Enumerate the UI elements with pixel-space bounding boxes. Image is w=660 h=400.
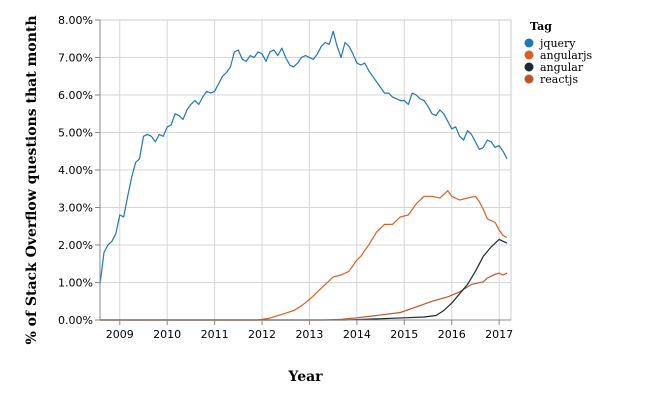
x-tick-label: 2014 bbox=[343, 328, 371, 341]
legend-label-reactjs: reactjs bbox=[540, 73, 578, 86]
x-tick-label: 2011 bbox=[201, 328, 229, 341]
legend-swatch-jquery bbox=[524, 38, 534, 48]
y-tick-label: 7.00% bbox=[58, 52, 93, 65]
x-tick-label: 2009 bbox=[106, 328, 134, 341]
y-axis-title: % of Stack Overflow questions that month bbox=[24, 15, 40, 344]
series-line-angularjs bbox=[100, 190, 508, 321]
x-tick-label: 2015 bbox=[390, 328, 418, 341]
legend-label-angular: angular bbox=[540, 61, 584, 74]
y-tick-label: 6.00% bbox=[58, 89, 93, 102]
x-tick-label: 2012 bbox=[248, 328, 276, 341]
legend-label-jquery: jquery bbox=[538, 37, 576, 50]
legend-swatch-angular bbox=[524, 62, 534, 72]
legend-title: Tag bbox=[530, 20, 552, 33]
x-tick-label: 2017 bbox=[485, 328, 513, 341]
x-axis-title: Year bbox=[287, 369, 323, 385]
y-tick-label: 8.00% bbox=[58, 14, 93, 27]
y-tick-label: 5.00% bbox=[58, 127, 93, 140]
axes: 0.00% 1.00% 2.00% 3.00% 4.00% 5.00% 6.00% 7.00%… bbox=[58, 14, 513, 341]
y-tick-label: 2.00% bbox=[58, 239, 93, 252]
x-tick-label: 2010 bbox=[153, 328, 181, 341]
y-tick-label: 0.00% bbox=[58, 314, 93, 327]
series-lines bbox=[99, 30, 508, 321]
x-tick-label: 2013 bbox=[295, 328, 323, 341]
y-tick-label: 3.00% bbox=[58, 202, 93, 215]
y-tick-label: 1.00% bbox=[58, 277, 93, 290]
x-tick-label: 2016 bbox=[438, 328, 466, 341]
legend-label-angularjs: angularjs bbox=[540, 49, 593, 62]
series-line-angular bbox=[100, 238, 508, 321]
legend-swatch-reactjs bbox=[524, 74, 534, 84]
series-line-jquery bbox=[99, 30, 508, 285]
series-line-reactjs bbox=[100, 272, 508, 321]
y-tick-label: 4.00% bbox=[58, 164, 93, 177]
legend-swatch-angularjs bbox=[524, 50, 534, 60]
